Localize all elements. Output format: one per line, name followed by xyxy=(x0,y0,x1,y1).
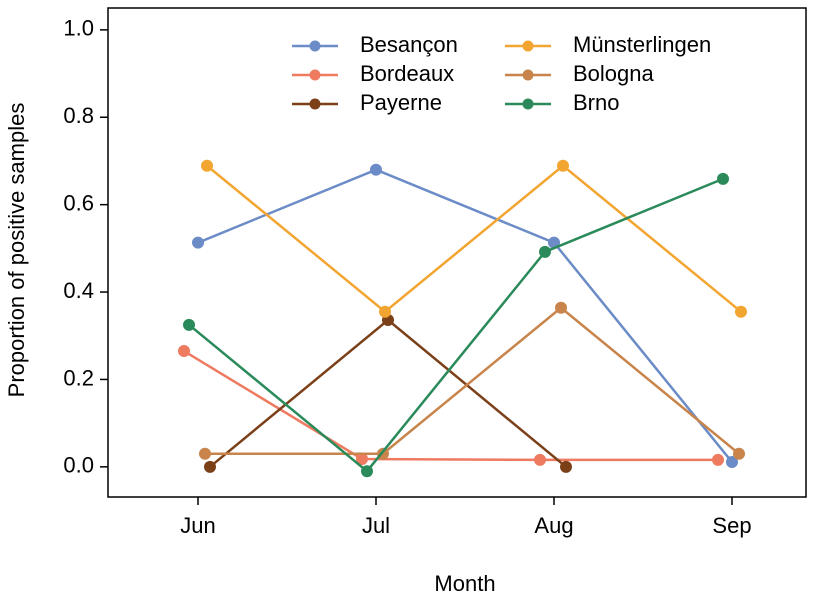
data-point xyxy=(555,301,567,314)
data-point xyxy=(717,172,729,185)
data-point xyxy=(379,305,391,318)
x-axis-title: Month xyxy=(434,571,495,596)
y-tick-label: 0.6 xyxy=(63,190,94,215)
series-line xyxy=(205,306,740,455)
y-tick-label: 0.0 xyxy=(63,453,94,478)
y-tick-label: 1.0 xyxy=(63,16,94,41)
data-point xyxy=(192,236,204,249)
data-point xyxy=(370,163,382,176)
y-tick-label: 0.2 xyxy=(63,365,94,390)
data-point xyxy=(199,447,211,460)
series-line xyxy=(206,164,742,314)
legend-marker xyxy=(522,98,534,110)
legend-marker xyxy=(522,69,534,81)
data-point xyxy=(726,456,738,469)
legend-marker xyxy=(309,40,321,52)
legend-marker xyxy=(522,40,534,52)
x-tick-label: Aug xyxy=(534,513,573,538)
x-tick-label: Sep xyxy=(712,513,751,538)
data-point xyxy=(356,452,368,465)
x-tick-label: Jul xyxy=(362,513,390,538)
data-point xyxy=(712,453,724,466)
data-point xyxy=(539,245,551,258)
data-point xyxy=(733,447,745,460)
legend-label: Bordeaux xyxy=(360,61,454,86)
series-line xyxy=(197,168,733,463)
legend-label: Brno xyxy=(573,90,619,115)
legend-label: Münsterlingen xyxy=(573,32,711,57)
series-line xyxy=(188,177,724,473)
legend-label: Payerne xyxy=(360,90,442,115)
legend-label: Besançon xyxy=(360,32,458,57)
legend-marker xyxy=(309,98,321,110)
legend-marker xyxy=(309,69,321,81)
data-point xyxy=(201,159,213,172)
data-point xyxy=(735,305,747,318)
legend-label: Bologna xyxy=(573,61,655,86)
data-point xyxy=(361,465,373,478)
y-axis-title: Proportion of positive samples xyxy=(4,103,29,398)
series-line xyxy=(183,349,718,462)
plot-frame xyxy=(107,7,807,498)
data-point xyxy=(557,159,569,172)
y-tick-label: 0.4 xyxy=(63,278,94,303)
data-point xyxy=(183,318,195,331)
data-point xyxy=(204,460,216,473)
data-point xyxy=(178,345,190,358)
x-tick-label: Jun xyxy=(180,513,215,538)
data-point xyxy=(560,460,572,473)
data-point xyxy=(534,453,546,466)
y-tick-label: 0.8 xyxy=(63,103,94,128)
